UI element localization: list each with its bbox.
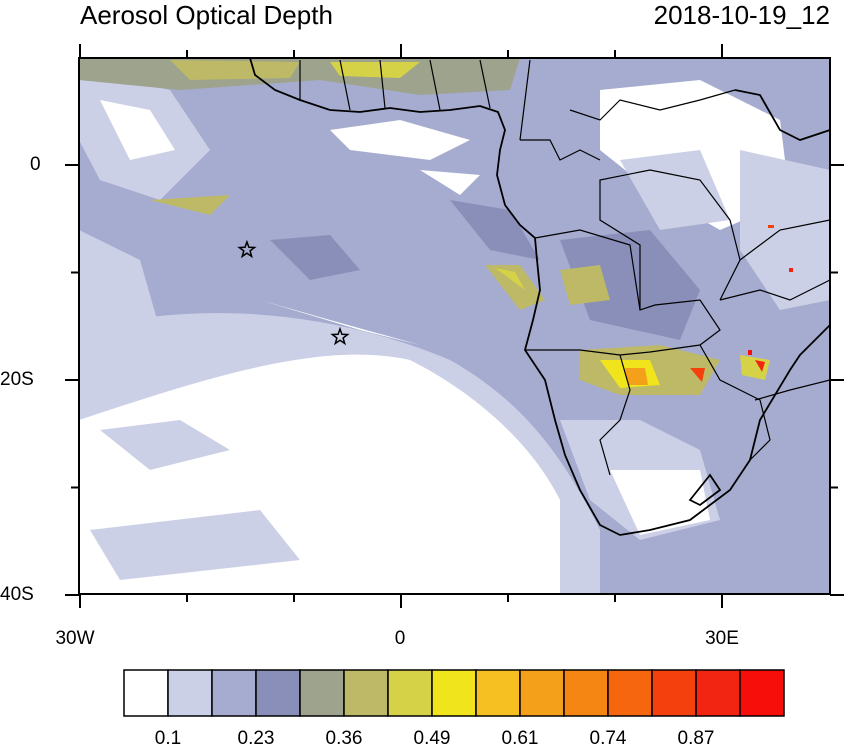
station-markers: [237, 239, 350, 346]
colorbar-swatch: [167, 669, 213, 717]
star-marker-st-helena: [330, 326, 350, 346]
lon-label-0: 0: [394, 628, 406, 649]
colorbar-swatch: [343, 669, 389, 717]
lat-label-20s: 20S: [0, 369, 34, 390]
colorbar-label: 0.36: [325, 728, 363, 749]
colorbar-swatch: [211, 669, 257, 717]
colorbar-swatch: [431, 669, 477, 717]
colorbar-label: 0.23: [237, 728, 275, 749]
aod-field: [79, 58, 830, 594]
colorbar-swatch: [387, 669, 433, 717]
colorbar: [123, 669, 785, 717]
map-date: 2018-10-19_12: [653, 0, 830, 30]
colorbar-swatch: [563, 669, 609, 717]
map-frame: [78, 57, 831, 595]
colorbar-swatch: [123, 669, 169, 717]
colorbar-label: 0.1: [154, 728, 182, 749]
lon-label-30e: 30E: [705, 628, 739, 649]
colorbar-label: 0.74: [589, 728, 627, 749]
colorbar-swatch: [255, 669, 301, 717]
colorbar-label: 0.87: [677, 728, 715, 749]
colorbar-label: 0.61: [501, 728, 539, 749]
colorbar-label: 0.49: [413, 728, 451, 749]
colorbar-swatch: [607, 669, 653, 717]
map-title: Aerosol Optical Depth: [80, 0, 333, 30]
colorbar-swatch: [739, 669, 785, 717]
axis-ticks: [65, 44, 844, 608]
colorbar-swatch: [651, 669, 697, 717]
lat-label-40s: 40S: [0, 584, 34, 605]
colorbar-swatch: [299, 669, 345, 717]
star-marker-ascension: [237, 239, 257, 259]
colorbar-swatch: [519, 669, 565, 717]
lon-label-30w: 30W: [55, 628, 95, 649]
colorbar-swatch: [475, 669, 521, 717]
colorbar-swatch: [695, 669, 741, 717]
lat-label-0: 0: [30, 154, 41, 175]
country-borders: [299, 59, 830, 476]
